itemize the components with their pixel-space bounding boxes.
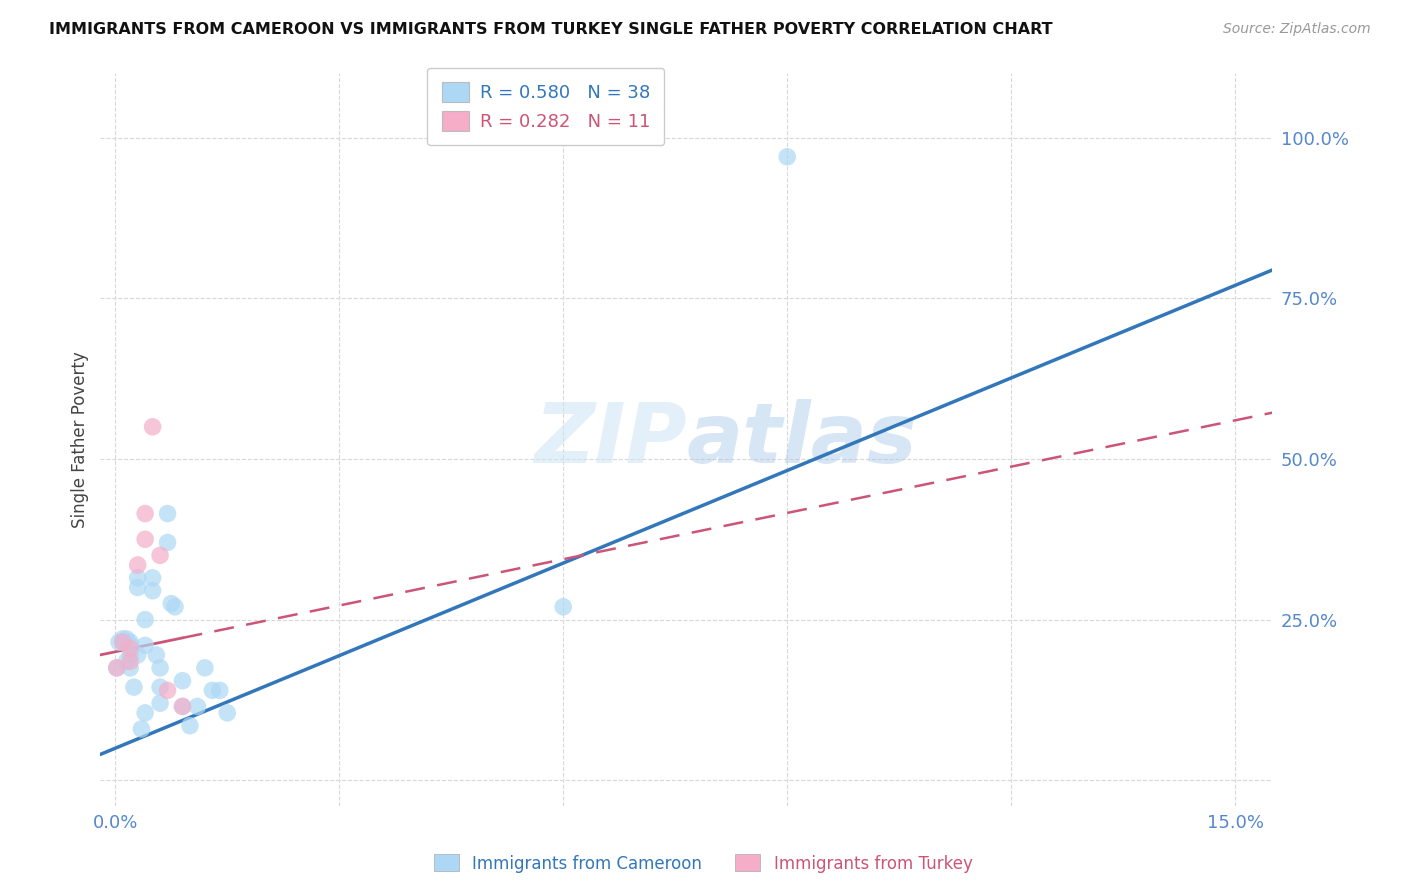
Point xyxy=(115,655,138,669)
Point xyxy=(145,648,167,662)
Point xyxy=(122,680,145,694)
Point xyxy=(105,661,128,675)
Point xyxy=(127,648,149,662)
Point xyxy=(172,699,194,714)
Point xyxy=(142,583,165,598)
Point xyxy=(142,571,165,585)
Point xyxy=(186,699,208,714)
Point xyxy=(160,597,183,611)
Point xyxy=(156,535,179,549)
Point xyxy=(156,507,179,521)
Point xyxy=(201,683,224,698)
Point xyxy=(127,571,149,585)
Point xyxy=(172,673,194,688)
Point xyxy=(149,696,172,710)
Text: atlas: atlas xyxy=(686,399,917,480)
Point xyxy=(134,613,156,627)
Point xyxy=(149,661,172,675)
Point xyxy=(134,706,156,720)
Point xyxy=(776,150,799,164)
Point xyxy=(208,683,231,698)
Legend: R = 0.580   N = 38, R = 0.282   N = 11: R = 0.580 N = 38, R = 0.282 N = 11 xyxy=(427,68,665,145)
Point xyxy=(179,719,201,733)
Text: Source: ZipAtlas.com: Source: ZipAtlas.com xyxy=(1223,22,1371,37)
Point xyxy=(111,635,134,649)
Point xyxy=(172,699,194,714)
Point xyxy=(142,419,165,434)
Point xyxy=(149,549,172,563)
Text: ZIP: ZIP xyxy=(534,399,686,480)
Point xyxy=(120,638,142,652)
Y-axis label: Single Father Poverty: Single Father Poverty xyxy=(72,351,89,528)
Point xyxy=(134,507,156,521)
Point xyxy=(127,558,149,572)
Point xyxy=(120,641,142,656)
Point xyxy=(553,599,575,614)
Point xyxy=(108,635,131,649)
Point xyxy=(194,661,217,675)
Point xyxy=(163,599,186,614)
Point xyxy=(120,635,142,649)
Point xyxy=(131,722,153,736)
Point xyxy=(134,638,156,652)
Point xyxy=(149,680,172,694)
Point xyxy=(120,661,142,675)
Legend: Immigrants from Cameroon, Immigrants from Turkey: Immigrants from Cameroon, Immigrants fro… xyxy=(427,847,979,880)
Point xyxy=(127,581,149,595)
Point xyxy=(120,655,142,669)
Point xyxy=(134,533,156,547)
Point xyxy=(111,635,134,649)
Point xyxy=(217,706,239,720)
Point xyxy=(120,648,142,662)
Point xyxy=(156,683,179,698)
Point xyxy=(105,661,128,675)
Point xyxy=(115,632,138,646)
Point xyxy=(111,632,134,646)
Text: IMMIGRANTS FROM CAMEROON VS IMMIGRANTS FROM TURKEY SINGLE FATHER POVERTY CORRELA: IMMIGRANTS FROM CAMEROON VS IMMIGRANTS F… xyxy=(49,22,1053,37)
